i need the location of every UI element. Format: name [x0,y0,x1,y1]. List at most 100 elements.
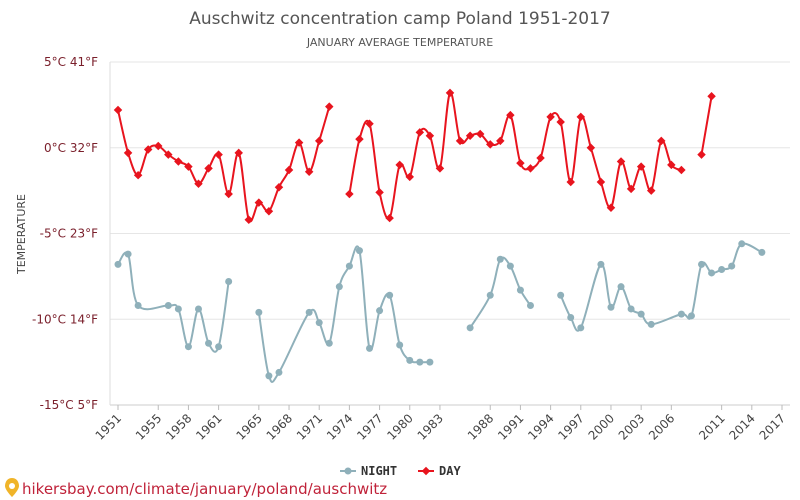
data-point[interactable] [627,305,635,313]
data-point[interactable] [215,343,223,351]
data-point[interactable] [315,319,323,327]
data-point[interactable] [556,117,565,127]
data-point[interactable] [114,260,122,268]
data-point[interactable] [677,165,686,175]
data-point[interactable] [597,260,605,268]
legend-item-night[interactable]: NIGHT [340,464,397,478]
data-point[interactable] [244,215,254,225]
data-point[interactable] [304,167,314,177]
source-credit[interactable]: hikersbay.com/climate/january/poland/aus… [5,478,387,498]
data-point[interactable] [366,344,374,352]
data-point[interactable] [526,164,535,173]
data-point[interactable] [386,291,394,299]
data-point[interactable] [728,262,736,270]
data-point[interactable] [647,320,655,328]
data-point[interactable] [405,172,415,182]
data-point[interactable] [365,119,374,128]
data-point[interactable] [698,260,706,268]
data-point[interactable] [475,129,485,139]
data-point[interactable] [355,134,364,144]
data-point[interactable] [415,128,425,137]
data-point[interactable] [345,189,354,199]
data-point[interactable] [255,308,263,316]
data-point[interactable] [294,138,304,147]
data-point[interactable] [174,157,183,166]
data-point[interactable] [254,198,264,207]
data-point[interactable] [677,310,685,318]
data-point[interactable] [445,88,455,98]
data-point[interactable] [234,148,243,158]
data-point[interactable] [224,189,233,199]
data-point[interactable] [133,170,143,180]
data-point[interactable] [123,148,133,158]
data-point[interactable] [466,324,474,332]
data-point[interactable] [425,131,435,140]
data-point[interactable] [204,164,213,173]
data-point[interactable] [406,356,414,364]
data-point[interactable] [376,307,384,315]
data-point[interactable] [396,341,404,349]
data-point[interactable] [465,131,475,140]
data-point[interactable] [305,308,313,316]
data-point[interactable] [325,102,334,111]
data-point[interactable] [335,283,343,291]
data-point[interactable] [637,310,645,318]
data-point[interactable] [426,358,434,366]
data-point[interactable] [496,255,504,263]
data-point[interactable] [355,247,363,255]
data-point[interactable] [124,250,132,258]
data-point[interactable] [586,143,596,152]
data-point[interactable] [113,105,123,115]
data-point[interactable] [486,291,494,299]
data-point[interactable] [687,312,695,320]
data-point[interactable] [566,177,575,187]
data-point[interactable] [205,339,213,347]
data-point[interactable] [596,177,606,187]
data-point[interactable] [143,145,153,154]
data-point[interactable] [274,182,284,192]
legend[interactable]: NIGHT DAY [340,464,461,478]
data-point[interactable] [375,188,384,197]
data-point[interactable] [194,305,202,313]
data-point[interactable] [325,339,333,347]
data-point[interactable] [526,302,534,310]
data-point[interactable] [567,314,575,322]
data-point[interactable] [738,240,746,248]
data-point[interactable] [225,278,233,286]
data-point[interactable] [184,162,193,171]
data-point[interactable] [416,358,424,366]
data-point[interactable] [265,372,273,380]
data-point[interactable] [577,324,585,332]
data-point[interactable] [395,160,404,170]
data-point[interactable] [153,141,163,151]
data-point[interactable] [485,140,495,149]
data-point[interactable] [174,305,182,313]
data-point[interactable] [385,213,394,223]
data-point[interactable] [345,262,353,270]
data-point[interactable] [435,164,445,173]
data-point[interactable] [707,92,716,101]
data-point[interactable] [516,286,524,294]
data-point[interactable] [718,266,726,274]
data-point[interactable] [284,165,294,175]
data-point[interactable] [557,291,565,299]
data-point[interactable] [314,136,324,146]
data-point[interactable] [134,302,142,310]
data-point[interactable] [708,269,716,277]
data-point[interactable] [506,262,514,270]
data-point[interactable] [455,136,465,146]
data-point[interactable] [164,302,172,310]
legend-item-day[interactable]: DAY [418,464,461,478]
data-point[interactable] [164,150,173,159]
data-point[interactable] [184,343,192,351]
data-point[interactable] [536,153,545,163]
data-point[interactable] [758,248,766,256]
data-point[interactable] [275,368,283,376]
source-link[interactable]: hikersbay.com/climate/january/poland/aus… [22,480,387,498]
data-point[interactable] [264,206,274,216]
data-point[interactable] [194,179,203,189]
data-point[interactable] [516,158,525,168]
data-point[interactable] [214,150,223,159]
data-point[interactable] [607,303,615,311]
data-point[interactable] [617,283,625,291]
